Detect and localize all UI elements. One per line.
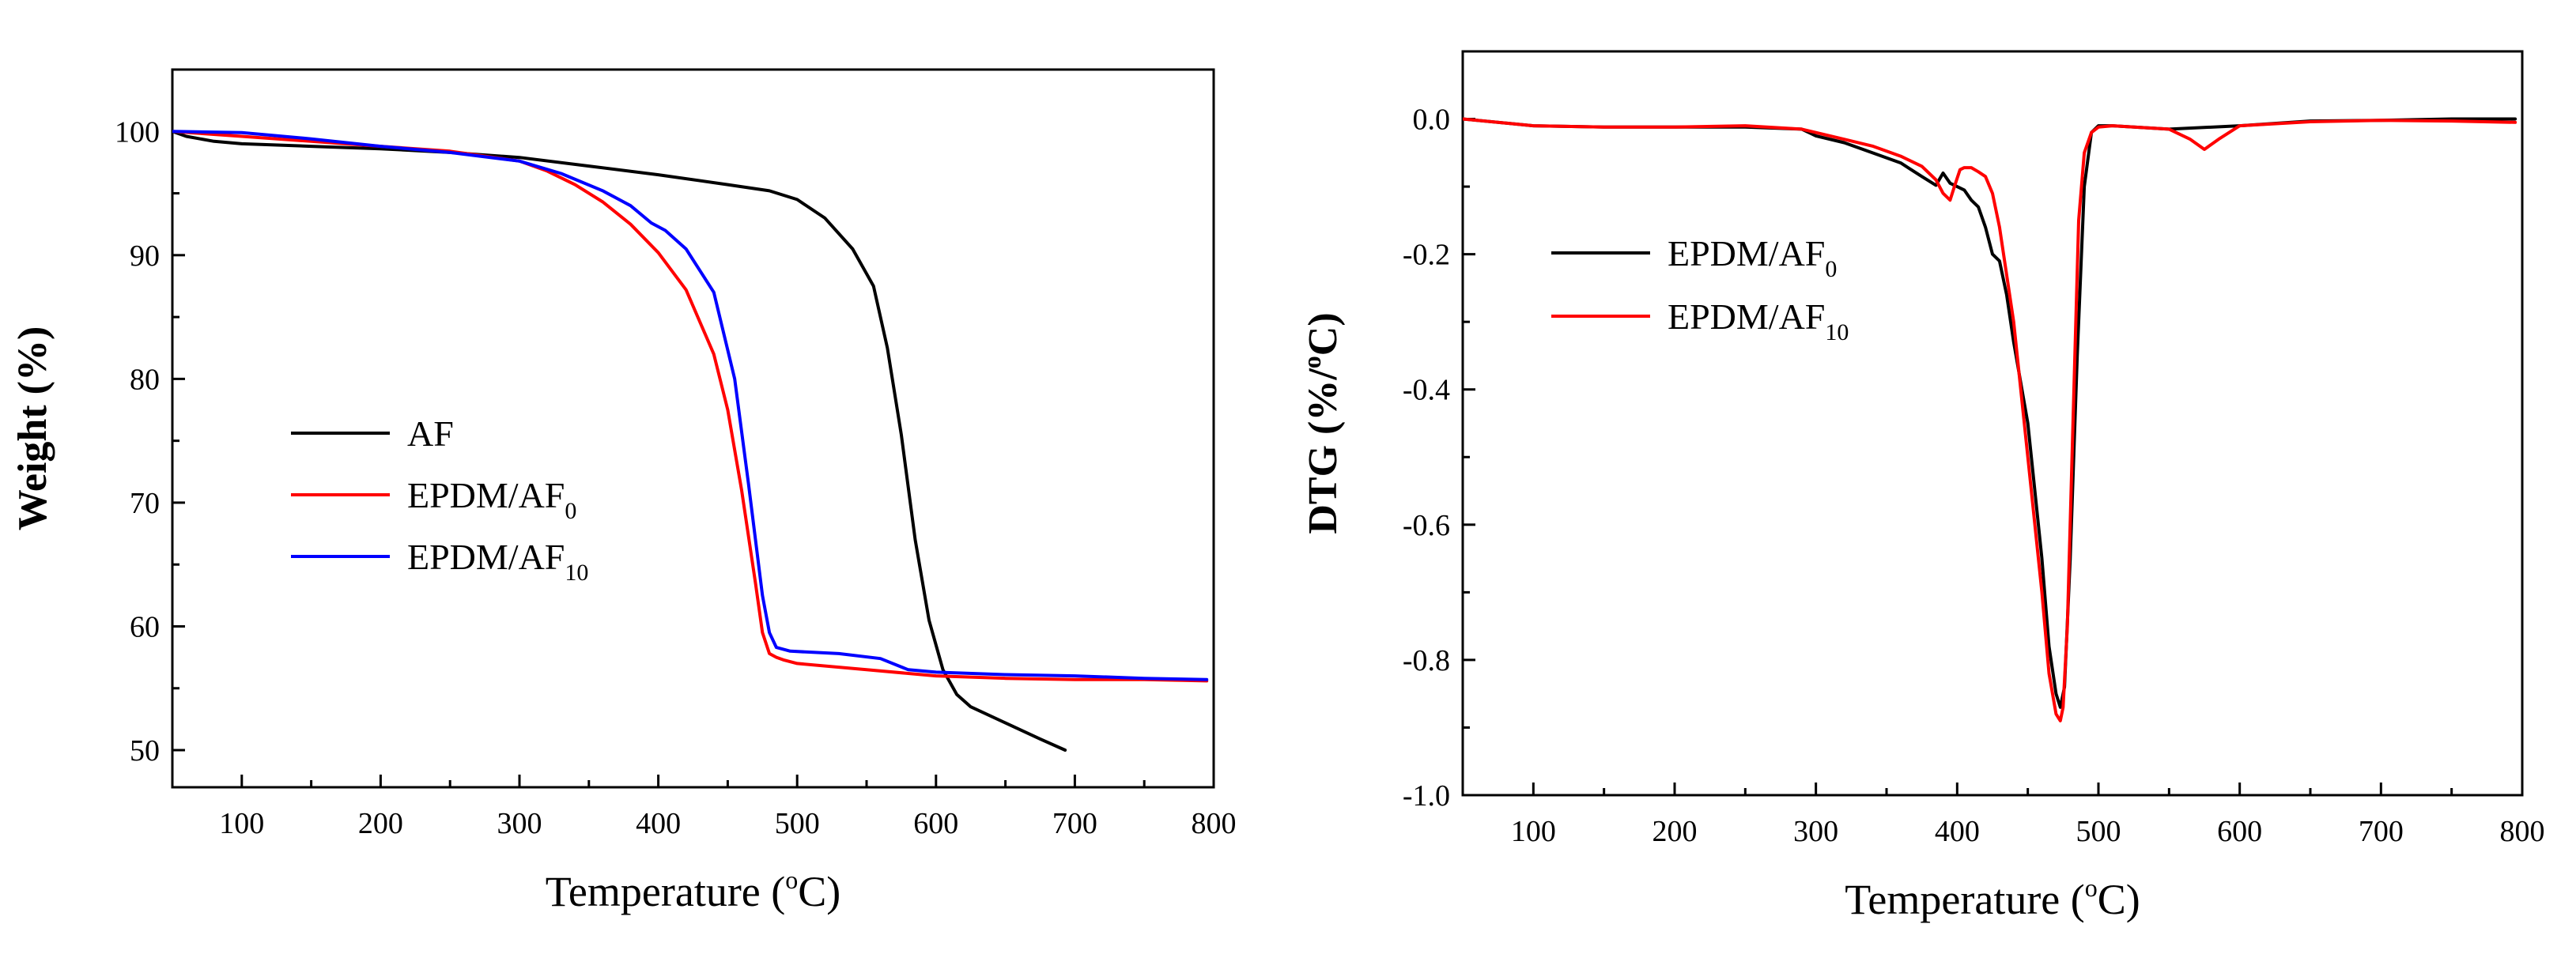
legend-label-sub: 0 (565, 498, 576, 524)
x-tick-label: 700 (1052, 807, 1097, 840)
tga-chart: 100 200 300 400 500 600 700 8005060708090100Tem… (10, 68, 1237, 915)
y-tick-label: -0.2 (1403, 239, 1450, 272)
y-tick-label: 80 (130, 363, 160, 396)
x-axis-title: Temperature (oC) (1845, 873, 2140, 923)
x-axis-title-sup: o (2085, 873, 2098, 902)
x-tick-label: 600 (2217, 815, 2262, 848)
x-tick-label: 400 (636, 807, 681, 840)
plot-frame (1461, 50, 2524, 797)
x-tick-label: 800 (2500, 815, 2545, 848)
y-axis-title: DTG (%/oC) (1297, 312, 1346, 534)
x-axis-title-end: C) (2098, 876, 2140, 923)
legend-label-sub: 0 (1825, 256, 1837, 282)
x-tick-label: 300 (1793, 815, 1838, 848)
y-tick-label: -0.8 (1403, 644, 1450, 677)
legend-label-main: EPDM/AF (1668, 233, 1825, 273)
series-line-epdm-af0 (1463, 117, 2517, 709)
y-tick-label: 70 (130, 487, 160, 520)
x-tick-label: 200 (358, 807, 403, 840)
x-tick-label: 100 (1511, 815, 1556, 848)
x-tick-label: 600 (913, 807, 958, 840)
legend-label-main: EPDM/AF (1668, 296, 1825, 337)
legend-label: EPDM/AF10 (407, 537, 588, 586)
x-axis-title-base: Temperature ( (546, 868, 786, 915)
legend-label-sub: 10 (1825, 319, 1849, 345)
legend-label: EPDM/AF10 (1668, 296, 1849, 345)
x-tick-label: 500 (2076, 815, 2121, 848)
legend-label-sub: 10 (565, 560, 588, 586)
x-axis-title-base: Temperature ( (1845, 876, 2085, 923)
x-tick-label: 400 (1935, 815, 1980, 848)
series-line-epdm-af10 (172, 130, 1209, 681)
y-tick-label: -0.6 (1403, 509, 1450, 542)
x-tick-label: 700 (2359, 815, 2404, 848)
x-axis-title-end: C) (798, 868, 840, 915)
x-tick-label: 800 (1192, 807, 1237, 840)
legend-label: EPDM/AF0 (407, 475, 576, 524)
y-tick-label: 100 (115, 115, 160, 149)
dtg-chart: 100 200 300 400 500 600 700 8000.0-0.2-0.4-0.6-… (1297, 50, 2545, 923)
series-line-epdm-af0 (172, 130, 1209, 683)
x-axis-title-sup: o (785, 866, 798, 894)
y-tick-label: -0.4 (1403, 374, 1450, 407)
y-tick-label: -1.0 (1403, 779, 1450, 813)
plot-frame (171, 68, 1215, 789)
legend-label: AF (407, 413, 454, 454)
y-tick-label: 60 (130, 610, 160, 643)
y-tick-label: 50 (130, 734, 160, 767)
y-axis-title-sup: o (1297, 356, 1326, 368)
legend-label-main: EPDM/AF (407, 537, 565, 577)
series-group (1463, 117, 2517, 722)
x-tick-label: 200 (1652, 815, 1698, 848)
legend-label-main: AF (407, 413, 454, 454)
y-axis-title: Weight (%) (10, 326, 55, 531)
x-axis-title: Temperature (oC) (546, 866, 841, 915)
y-axis-title-end: C) (1301, 312, 1346, 356)
x-tick-label: 300 (497, 807, 542, 840)
y-axis-title-base: DTG (%/ (1301, 368, 1346, 534)
series-group (172, 130, 1209, 752)
x-tick-label: 500 (775, 807, 820, 840)
legend-label-main: EPDM/AF (407, 475, 565, 515)
legend-label: EPDM/AF0 (1668, 233, 1837, 282)
series-line-af (172, 130, 1067, 752)
x-tick-label: 100 (219, 807, 264, 840)
y-tick-label: 90 (130, 239, 160, 273)
y-tick-label: 0.0 (1413, 104, 1451, 137)
series-line-epdm-af10 (1463, 117, 2517, 722)
